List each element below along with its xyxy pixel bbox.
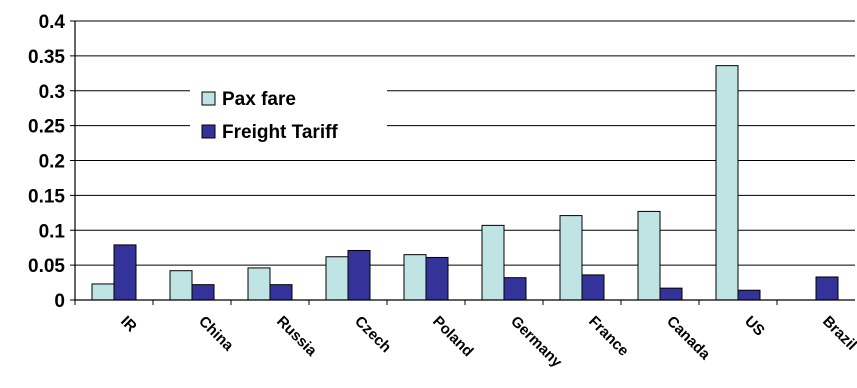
y-tick-label: 0.1 <box>39 221 66 242</box>
x-category-label: France <box>585 313 632 360</box>
y-tick-label: 0.2 <box>39 152 65 173</box>
x-category-label: US <box>741 313 768 340</box>
y-tick-label: 0.3 <box>39 82 65 103</box>
bar-pax-fare-us <box>715 65 739 301</box>
bar-pax-fare-poland <box>403 254 427 301</box>
y-tick-label: 0.35 <box>28 47 65 68</box>
x-category-label: IR <box>117 313 140 336</box>
bar-freight-tariff-poland <box>425 256 449 301</box>
bar-freight-tariff-canada <box>659 287 683 301</box>
y-tick-label: 0.25 <box>28 117 65 138</box>
bar-freight-tariff-france <box>581 274 605 301</box>
bar-pax-fare-russia <box>247 267 271 301</box>
legend: Pax fare Freight Tariff <box>190 80 387 148</box>
x-category-label: Canada <box>663 313 714 364</box>
bar-freight-tariff-czech <box>347 249 371 301</box>
y-tick-label: 0.4 <box>39 12 66 33</box>
legend-swatch-freight-tariff <box>201 124 216 139</box>
bar-pax-fare-ir <box>91 283 115 301</box>
bar-freight-tariff-germany <box>503 277 527 301</box>
bar-freight-tariff-us <box>737 289 761 301</box>
legend-label-pax-fare: Pax fare <box>222 89 296 110</box>
x-category-label: China <box>195 313 237 355</box>
y-tick-label: 0.05 <box>28 256 65 277</box>
y-tick-label: 0 <box>54 291 65 312</box>
bar-freight-tariff-brazil <box>815 276 839 301</box>
y-tick-label: 0.15 <box>28 186 65 207</box>
bar-freight-tariff-china <box>191 284 215 301</box>
x-category-label: Russia <box>273 313 320 360</box>
bar-pax-fare-france <box>559 215 583 301</box>
x-category-label: Czech <box>351 313 394 356</box>
bar-freight-tariff-russia <box>269 284 293 301</box>
x-category-label: Germany <box>507 313 565 371</box>
legend-swatch-pax-fare <box>201 91 216 106</box>
x-axis-labels: IR China Russia Czech Poland Germany France Can… <box>117 313 857 371</box>
bars <box>74 65 839 305</box>
bar-pax-fare-china <box>169 270 193 301</box>
bar-pax-fare-germany <box>481 224 505 301</box>
bar-pax-fare-canada <box>637 210 661 301</box>
y-axis-ticks: 0 0.05 0.1 0.15 0.2 0.25 0.3 0.35 0.4 <box>28 12 75 312</box>
legend-label-freight-tariff: Freight Tariff <box>222 122 338 143</box>
x-category-label: Brazil <box>819 313 857 354</box>
axes <box>74 21 855 301</box>
bar-freight-tariff-ir <box>113 244 137 301</box>
x-category-label: Poland <box>429 313 476 360</box>
bar-pax-fare-czech <box>325 256 349 301</box>
legend-box <box>190 80 387 148</box>
